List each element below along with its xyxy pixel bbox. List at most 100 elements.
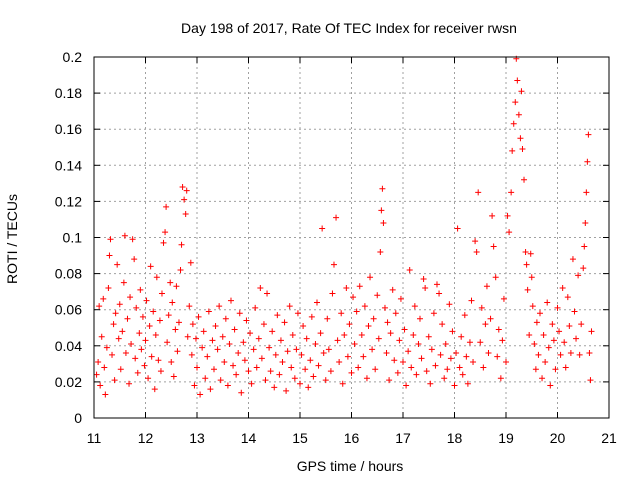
data-point-marker xyxy=(583,189,590,196)
data-point-marker xyxy=(255,335,262,342)
data-point-marker xyxy=(122,350,129,357)
data-point-marker xyxy=(392,310,399,317)
data-point-marker xyxy=(442,340,449,347)
data-point-marker xyxy=(169,299,176,306)
data-point-marker xyxy=(127,294,134,301)
data-point-marker xyxy=(567,350,574,357)
data-point-marker xyxy=(313,299,320,306)
data-point-marker xyxy=(248,380,255,387)
data-point-marker xyxy=(363,375,370,382)
y-axis-tick-labels: 0 0.02 0.04 0.06 0.08 0.1 0.12 0.14 0.16 0.18 0.2 xyxy=(55,49,82,426)
data-point-marker xyxy=(298,351,305,358)
data-point-marker xyxy=(224,382,231,389)
data-point-marker xyxy=(475,189,482,196)
data-point-marker xyxy=(168,359,175,366)
data-point-marker xyxy=(389,286,396,293)
data-point-marker xyxy=(112,310,119,317)
data-point-marker xyxy=(192,335,199,342)
data-point-marker xyxy=(494,353,501,360)
data-point-marker xyxy=(288,364,295,371)
data-point-marker xyxy=(109,351,116,358)
data-point-marker xyxy=(408,364,415,371)
data-point-marker xyxy=(257,285,264,292)
data-point-marker xyxy=(571,308,578,315)
data-point-marker xyxy=(184,333,191,340)
data-point-marker xyxy=(341,331,348,338)
data-point-marker xyxy=(148,353,155,360)
data-point-marker xyxy=(425,333,432,340)
data-point-marker xyxy=(439,321,446,328)
data-point-marker xyxy=(343,285,350,292)
data-point-marker xyxy=(160,239,167,246)
data-point-marker xyxy=(554,304,561,311)
data-point-marker xyxy=(384,319,391,326)
data-point-marker xyxy=(503,359,509,366)
data-point-marker xyxy=(264,290,271,297)
data-point-marker xyxy=(307,357,314,364)
data-point-marker xyxy=(241,357,248,364)
data-point-marker xyxy=(131,256,138,263)
data-point-marker xyxy=(504,212,511,219)
data-point-marker xyxy=(449,328,456,335)
data-point-marker xyxy=(221,359,228,366)
data-point-marker xyxy=(96,303,103,310)
data-point-marker xyxy=(238,389,245,396)
data-point-marker xyxy=(114,261,121,268)
data-point-marker xyxy=(550,337,557,344)
data-point-marker xyxy=(236,310,243,317)
data-point-marker xyxy=(197,391,204,398)
data-point-marker xyxy=(116,301,123,308)
data-point-marker xyxy=(422,285,429,292)
data-point-marker xyxy=(103,344,110,351)
data-point-marker xyxy=(329,290,336,297)
data-point-marker xyxy=(231,326,238,333)
data-point-marker xyxy=(580,265,587,272)
data-point-marker xyxy=(291,375,298,382)
data-point-marker xyxy=(552,366,559,373)
data-point-marker xyxy=(461,312,468,319)
data-point-marker xyxy=(578,321,585,328)
data-point-marker xyxy=(142,337,149,344)
y-tick-label: 0.18 xyxy=(55,85,82,101)
data-point-marker xyxy=(531,340,538,347)
data-point-marker xyxy=(490,243,497,250)
y-tick-label: 0.04 xyxy=(55,338,82,354)
data-point-marker xyxy=(151,386,158,393)
data-point-marker xyxy=(227,297,234,304)
data-point-marker xyxy=(267,368,274,375)
data-point-marker xyxy=(155,357,162,364)
data-point-marker xyxy=(575,272,582,279)
data-point-marker xyxy=(177,266,184,273)
data-point-marker xyxy=(458,333,465,340)
grid-lines xyxy=(94,57,609,418)
data-point-marker xyxy=(464,380,471,387)
data-point-marker xyxy=(518,88,525,95)
data-point-marker xyxy=(562,364,569,371)
data-point-marker xyxy=(514,77,521,84)
data-point-marker xyxy=(235,350,242,357)
data-point-marker xyxy=(178,241,185,248)
data-point-marker xyxy=(379,185,386,192)
data-point-marker xyxy=(489,212,496,219)
y-tick-label: 0.2 xyxy=(63,49,83,65)
data-point-marker xyxy=(334,337,341,344)
data-point-marker xyxy=(557,351,564,358)
data-point-marker xyxy=(542,359,549,366)
data-point-marker xyxy=(584,158,591,165)
data-point-marker xyxy=(561,339,568,346)
data-point-marker xyxy=(365,322,372,329)
data-point-marker xyxy=(472,238,479,245)
data-point-marker xyxy=(441,375,448,382)
x-tick-label: 15 xyxy=(292,430,308,446)
data-point-marker xyxy=(194,364,200,371)
data-point-marker xyxy=(106,252,113,259)
x-tick-label: 11 xyxy=(87,430,102,446)
data-point-marker xyxy=(310,373,317,380)
data-point-marker xyxy=(247,330,254,337)
data-point-marker xyxy=(308,313,315,320)
data-point-marker xyxy=(510,120,517,127)
x-tick-label: 19 xyxy=(498,430,514,446)
data-point-marker xyxy=(217,377,224,384)
data-point-marker xyxy=(120,279,127,286)
data-point-marker xyxy=(405,348,412,355)
